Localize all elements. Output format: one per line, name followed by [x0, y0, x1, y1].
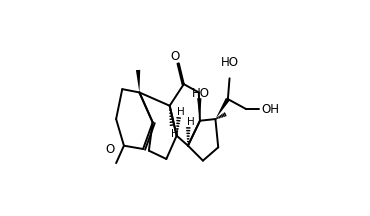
Text: HO: HO	[221, 56, 239, 69]
Polygon shape	[215, 98, 230, 119]
Text: O: O	[171, 50, 180, 63]
Text: H: H	[178, 107, 185, 118]
Text: HO: HO	[192, 87, 209, 100]
Polygon shape	[197, 98, 201, 121]
Text: O: O	[105, 143, 115, 156]
Text: OH: OH	[261, 103, 279, 116]
Text: H: H	[171, 129, 179, 139]
Polygon shape	[136, 70, 140, 92]
Text: H: H	[186, 117, 194, 127]
